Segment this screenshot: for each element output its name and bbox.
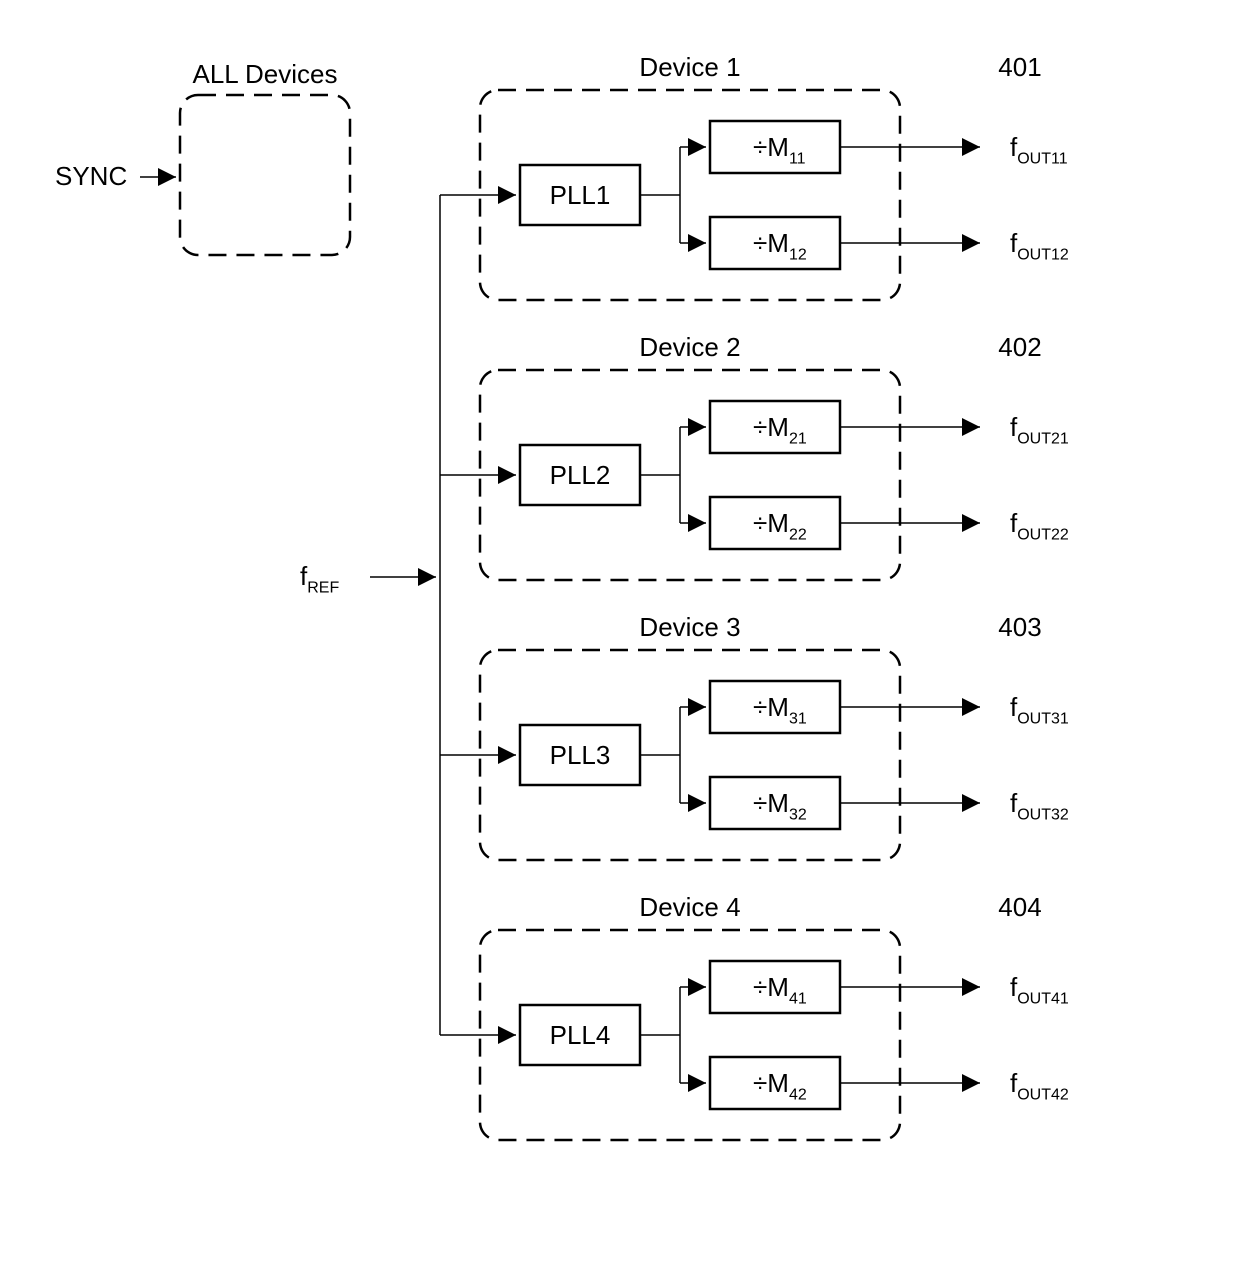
svg-text:÷M41: ÷M41 [753,972,807,1007]
device-ref: 401 [998,52,1041,82]
all-devices-box [180,95,350,255]
device-ref: 403 [998,612,1041,642]
svg-text:fOUT42: fOUT42 [1010,1068,1069,1103]
all-devices-title: ALL Devices [193,59,338,89]
device-1: Device 1 401 PLL1 ÷M11 fOUT11 ÷M12 fOUT12 [440,52,1069,300]
svg-text:÷M31: ÷M31 [753,692,807,727]
svg-text:÷M11: ÷M11 [753,132,806,167]
svg-text:fREF: fREF [300,561,339,596]
svg-text:÷M22: ÷M22 [753,508,807,543]
pll-label: PLL3 [550,740,611,770]
svg-text:fOUT21: fOUT21 [1010,412,1069,447]
device-2: Device 2 402 PLL2 ÷M21 fOUT21 ÷M22 fOUT22 [440,332,1069,580]
svg-text:fOUT12: fOUT12 [1010,228,1069,263]
svg-text:÷M21: ÷M21 [753,412,807,447]
svg-text:fOUT41: fOUT41 [1010,972,1069,1007]
pll-label: PLL2 [550,460,611,490]
svg-text:÷M32: ÷M32 [753,788,807,823]
device-title: Device 4 [639,892,740,922]
device-title: Device 1 [639,52,740,82]
svg-text:fOUT11: fOUT11 [1010,132,1068,167]
svg-text:÷M42: ÷M42 [753,1068,807,1103]
pll-label: PLL4 [550,1020,611,1050]
device-ref: 402 [998,332,1041,362]
device-title: Device 3 [639,612,740,642]
svg-text:fOUT22: fOUT22 [1010,508,1069,543]
device-4: Device 4 404 PLL4 ÷M41 fOUT41 ÷M42 fOUT42 [440,892,1069,1140]
svg-text:fOUT31: fOUT31 [1010,692,1069,727]
sync-label: SYNC [55,161,127,191]
device-ref: 404 [998,892,1041,922]
device-3: Device 3 403 PLL3 ÷M31 fOUT31 ÷M32 fOUT32 [440,612,1069,860]
svg-text:÷M12: ÷M12 [753,228,807,263]
svg-text:fOUT32: fOUT32 [1010,788,1069,823]
device-title: Device 2 [639,332,740,362]
pll-label: PLL1 [550,180,611,210]
